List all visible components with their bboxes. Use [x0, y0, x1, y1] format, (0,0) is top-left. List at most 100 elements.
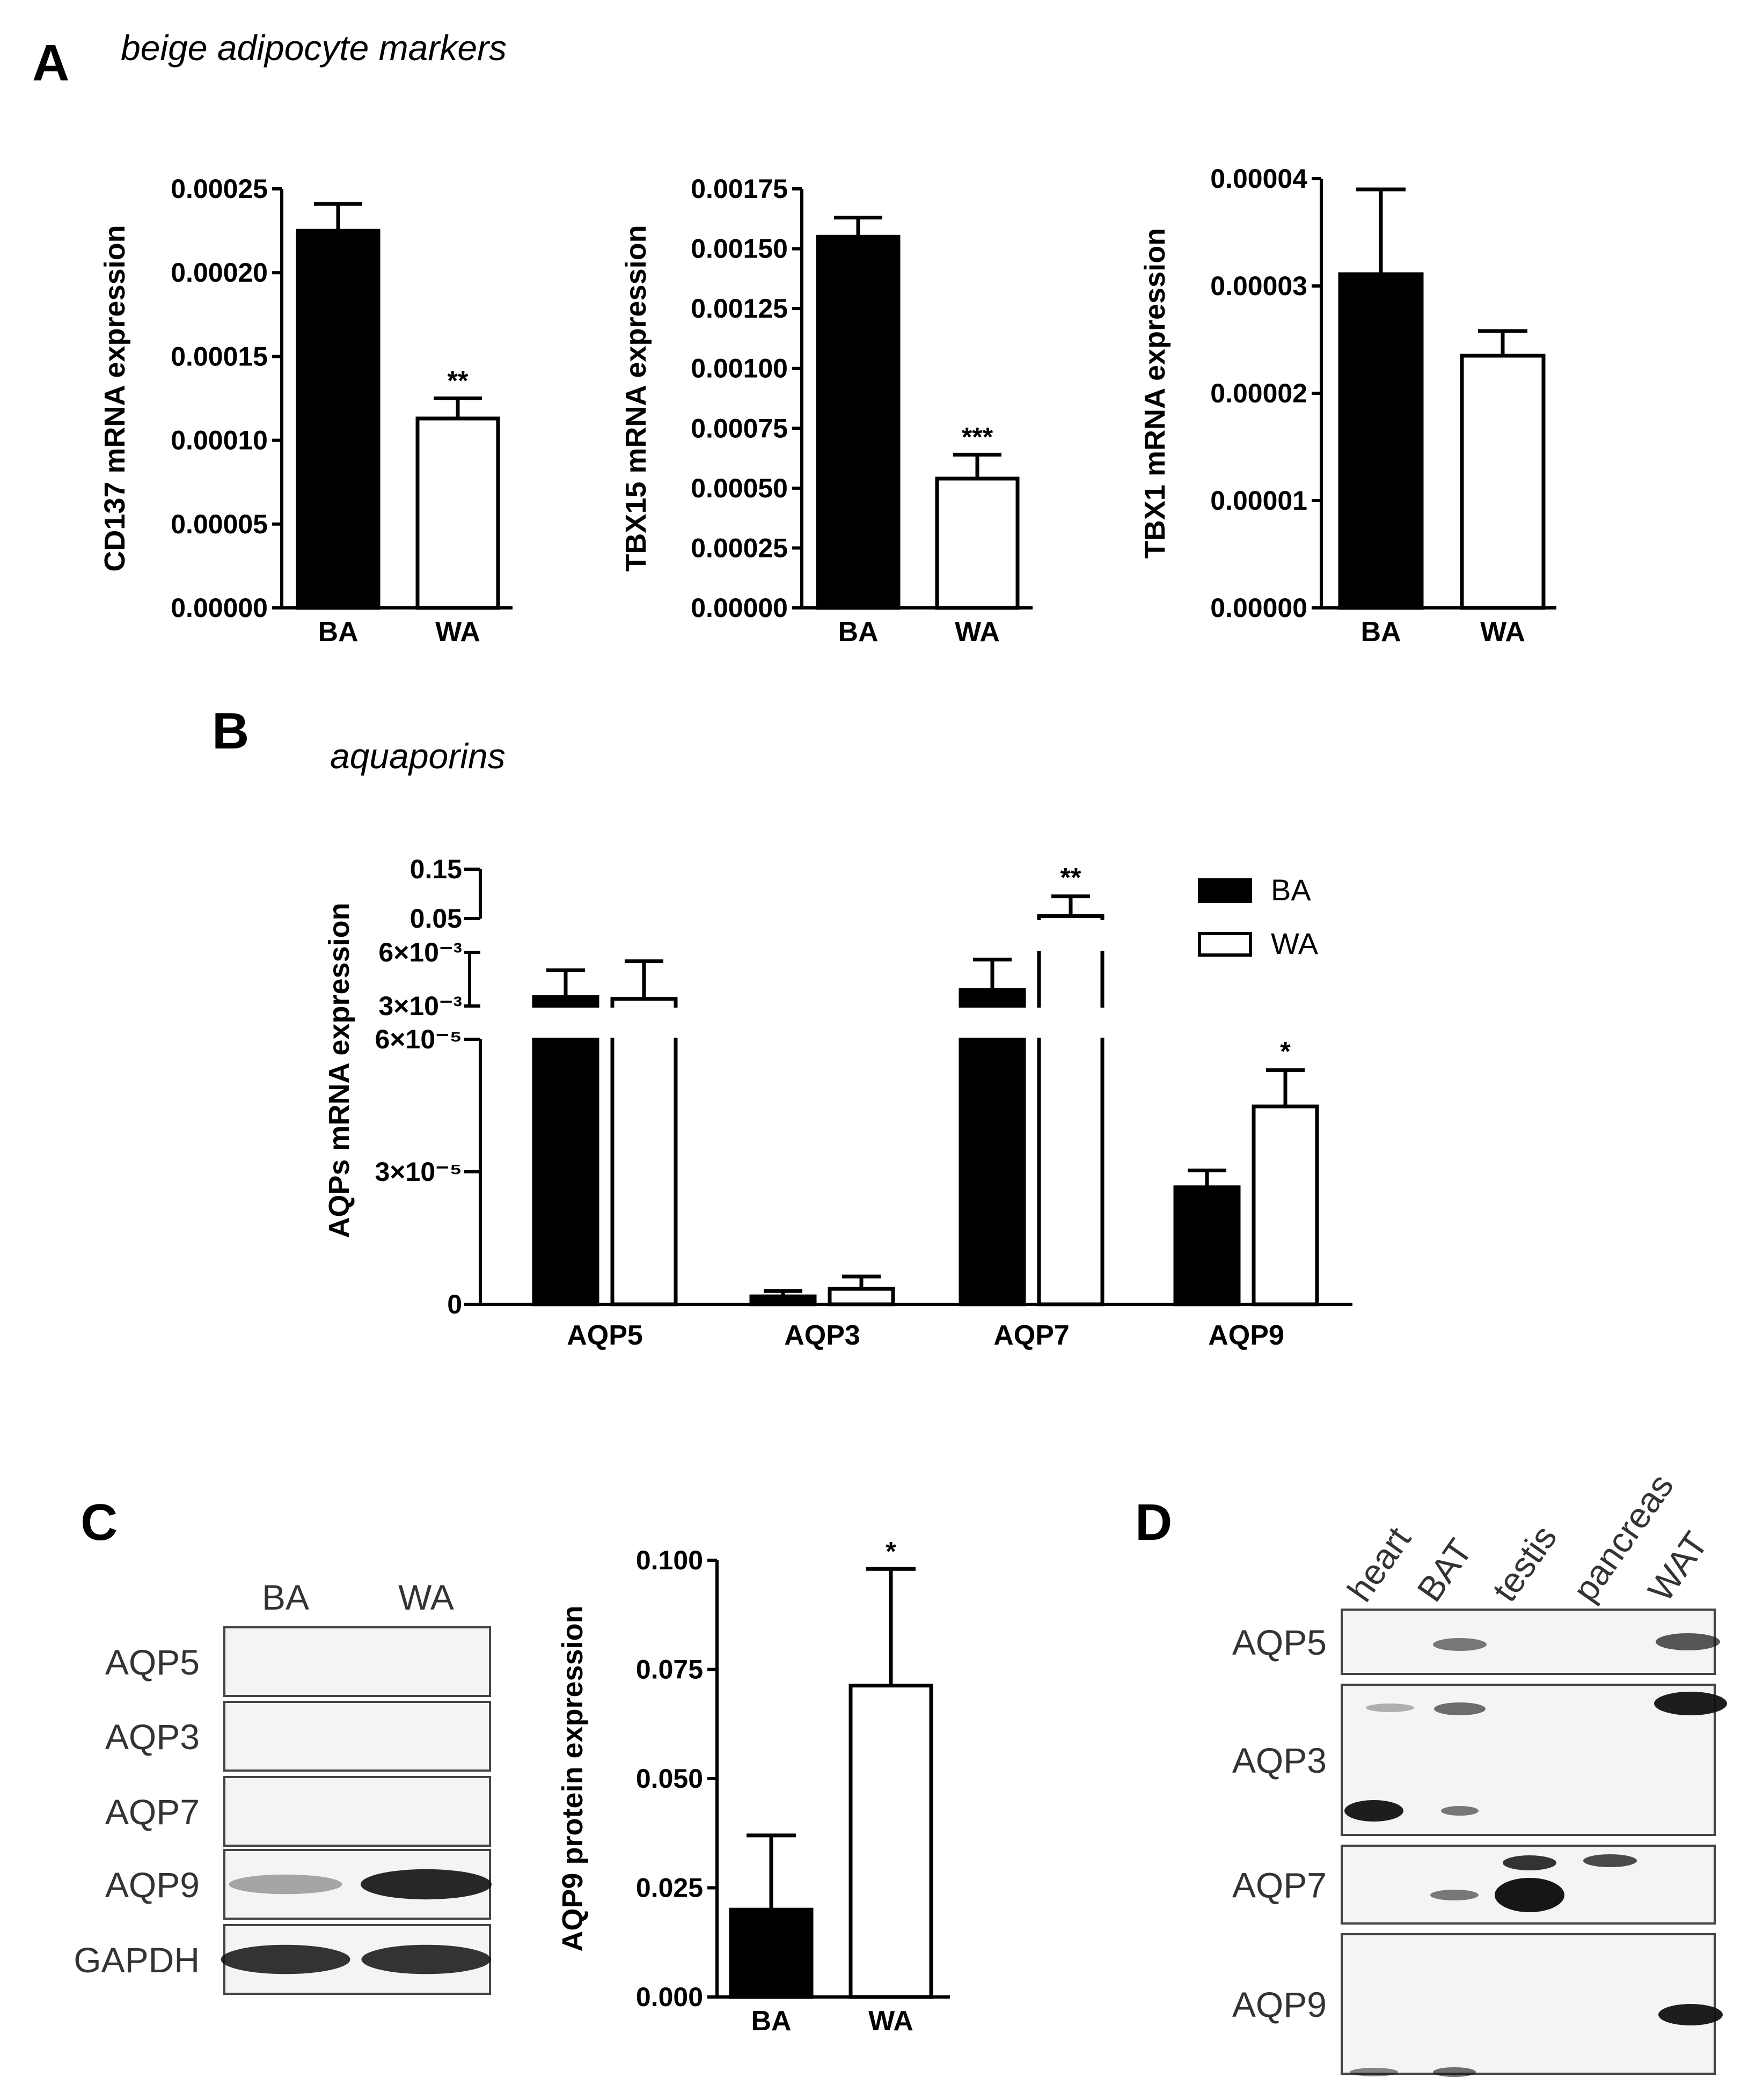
- x-category-label: AQP3: [784, 1320, 860, 1351]
- blot-band: [229, 1874, 342, 1895]
- x-category-label: WA: [435, 616, 480, 648]
- y-tick-label: 0.00125: [691, 293, 788, 324]
- blot-lane-label: BA: [262, 1577, 309, 1617]
- y-tick-label: 6×10⁻³: [378, 937, 462, 967]
- panel-a-letter: A: [32, 34, 69, 92]
- y-tick-label: 0.00003: [1210, 271, 1307, 301]
- x-category-label: WA: [1480, 616, 1525, 648]
- y-axis-label: AQPs mRNA expression: [323, 902, 355, 1238]
- x-category-label: BA: [838, 616, 878, 648]
- blot-band: [1654, 1692, 1727, 1715]
- blot-band: [1658, 2004, 1723, 2025]
- blot-band: [221, 1944, 350, 1974]
- axis-break-gap: [531, 1008, 601, 1038]
- bar-aqp3-ba: [749, 1294, 817, 1306]
- y-tick-label: 0.05: [410, 904, 462, 934]
- panel-d-letter: D: [1135, 1494, 1172, 1551]
- y-tick-label: 0: [447, 1289, 462, 1319]
- axis-break-gap: [957, 1008, 1027, 1038]
- tbx15-bar-chart: 0.00000 0.00025 0.00050 0.00075 0.00100 0.001…: [620, 174, 1033, 648]
- blot-band: [1366, 1704, 1414, 1712]
- y-axis-label: TBX1 mRNA expression: [1139, 228, 1171, 559]
- blot-band: [1441, 1806, 1479, 1816]
- y-tick-label: 0.025: [636, 1873, 703, 1903]
- significance-mark: ***: [962, 422, 993, 452]
- bar-aqp5-wa: [610, 997, 678, 1306]
- blot-band: [1430, 1890, 1479, 1900]
- bar-wa: [848, 1684, 933, 1999]
- y-axis-label: AQP9 protein expression: [557, 1605, 589, 1951]
- y-tick-label: 0.00005: [171, 509, 268, 539]
- aquaporins-bar-chart: 0 3×10⁻⁵ 6×10⁻⁵3×10⁻³ 6×10⁻³0.05 0.15 AQPs mR…: [323, 854, 1352, 1351]
- blot-strip: [1341, 1684, 1716, 1836]
- blot-band: [1656, 1633, 1720, 1650]
- legend-swatch-wa: [1198, 932, 1252, 957]
- blot-strip: [223, 1626, 491, 1697]
- blot-band: [1495, 1878, 1564, 1912]
- blot-band: [1503, 1855, 1556, 1870]
- blot-row-label: AQP9: [1232, 1985, 1327, 2024]
- blot-strip: [1341, 1609, 1716, 1675]
- x-category-label: WA: [955, 616, 1000, 648]
- y-tick-label: 0.00150: [691, 234, 788, 264]
- y-axis-label: CD137 mRNA expression: [99, 225, 131, 571]
- y-tick-label: 0.15: [410, 854, 462, 884]
- bar-aqp7-ba: [959, 988, 1026, 1306]
- blot-band: [1344, 1800, 1403, 1822]
- x-category-label: BA: [751, 2006, 791, 2037]
- y-tick-label: 0.00002: [1210, 378, 1307, 408]
- y-tick-label: 0.00000: [1210, 593, 1307, 623]
- axis-break-gap: [609, 1008, 679, 1038]
- significance-mark: *: [1280, 1037, 1291, 1067]
- y-tick-label: 3×10⁻³: [378, 991, 462, 1021]
- bar-aqp3-wa: [828, 1287, 895, 1306]
- aqp9-protein-bar-chart: 0.000 0.025 0.050 0.075 0.100 AQP9 protein ex…: [557, 1536, 950, 2037]
- bar-wa: [1460, 354, 1546, 610]
- legend-swatch-ba: [1198, 878, 1252, 903]
- bar-aqp9-ba: [1173, 1185, 1241, 1306]
- bar-wa: [415, 416, 500, 610]
- cd137-bar-chart: 0.00000 0.00005 0.00010 0.00015 0.00020 0.000…: [99, 174, 513, 648]
- legend-label: BA: [1271, 873, 1311, 907]
- y-tick-label: 3×10⁻⁵: [375, 1157, 463, 1187]
- blot-band: [1433, 2067, 1476, 2077]
- blot-lane-label: heart: [1340, 1519, 1418, 1609]
- y-tick-label: 0.00020: [171, 258, 268, 288]
- blot-row-label: AQP7: [1232, 1866, 1327, 1905]
- y-tick-label: 0.00015: [171, 341, 268, 371]
- blot-band: [1583, 1854, 1637, 1867]
- blot-band: [361, 1944, 491, 1974]
- blot-row-label: AQP5: [105, 1642, 200, 1682]
- significance-mark: **: [448, 366, 469, 396]
- x-category-label: AQP9: [1208, 1320, 1284, 1351]
- blot-row-label: AQP5: [1232, 1622, 1327, 1662]
- blot-row-label: AQP9: [105, 1865, 200, 1905]
- blot-row-label: AQP3: [1232, 1741, 1327, 1780]
- x-category-label: BA: [318, 616, 358, 648]
- bar-aqp7-wa: [1037, 914, 1104, 1306]
- bar-wa: [935, 476, 1020, 610]
- significance-mark: *: [886, 1536, 896, 1566]
- y-tick-label: 0.00004: [1210, 164, 1307, 194]
- y-tick-label: 0.00000: [691, 593, 788, 623]
- y-tick-label: 0.050: [636, 1764, 703, 1794]
- bar-ba: [1338, 272, 1424, 610]
- x-category-label: BA: [1360, 616, 1401, 648]
- y-tick-label: 0.000: [636, 1982, 703, 2012]
- y-tick-label: 0.00010: [171, 425, 268, 456]
- blot-band: [1350, 2068, 1398, 2076]
- y-axis-label: TBX15 mRNA expression: [620, 225, 652, 571]
- panel-a-title: beige adipocyte markers: [121, 28, 507, 68]
- tbx1-bar-chart: 0.00000 0.00001 0.00002 0.00003 0.00004 TBX1 …: [1139, 164, 1556, 648]
- y-tick-label: 0.00025: [691, 533, 788, 563]
- y-tick-label: 0.00175: [691, 174, 788, 204]
- blot-strip: [223, 1776, 491, 1847]
- y-tick-label: 6×10⁻⁵: [375, 1024, 463, 1054]
- blot-row-label: GAPDH: [74, 1940, 200, 1980]
- blot-lane-label: testis: [1484, 1518, 1564, 1609]
- y-tick-label: 0.075: [636, 1655, 703, 1685]
- significance-mark: **: [1060, 863, 1081, 893]
- blot-strip: [1341, 1933, 1716, 2075]
- x-category-label: AQP7: [993, 1320, 1070, 1351]
- panel-b-letter: B: [212, 702, 249, 760]
